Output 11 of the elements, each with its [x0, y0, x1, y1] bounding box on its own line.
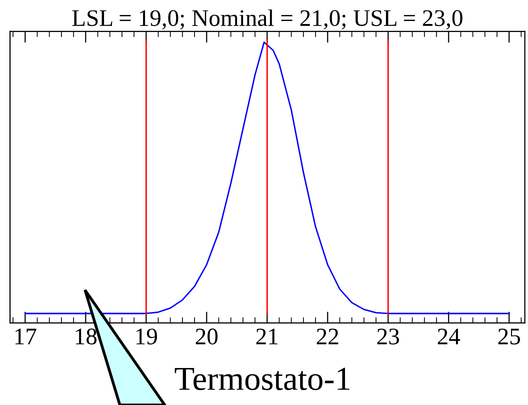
x-tick-label: 25 — [498, 328, 520, 344]
text: Termostato-1 — [174, 368, 350, 390]
x-tick-label: 24 — [438, 328, 460, 344]
x-tick-label: 23 — [377, 328, 399, 344]
x-tick-label: 17 — [15, 328, 36, 344]
x-tick-label: 18 — [76, 328, 97, 344]
chart-title: LSL = 19,0; Nominal = 21,0; USL = 23,0 — [72, 9, 462, 30]
x-tick-label: 21 — [256, 328, 278, 344]
x-tick-label: 22 — [316, 328, 338, 344]
x-tick-label: 20 — [196, 328, 218, 344]
x-tick-label: 19 — [136, 328, 157, 344]
